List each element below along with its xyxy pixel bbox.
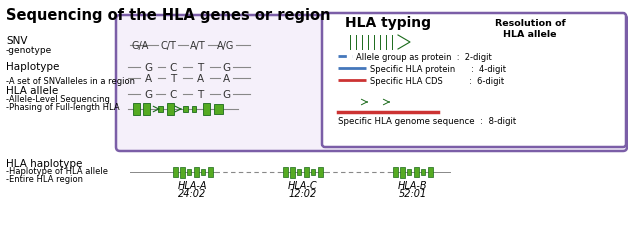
FancyBboxPatch shape [183,106,188,113]
FancyBboxPatch shape [297,169,301,176]
Text: 52:01: 52:01 [398,188,426,198]
Text: Haplotype: Haplotype [6,62,60,72]
FancyBboxPatch shape [303,167,308,177]
FancyBboxPatch shape [365,100,371,106]
Text: -Phasing of Full-length HLA: -Phasing of Full-length HLA [6,103,119,112]
Text: HLA typing: HLA typing [345,16,431,30]
Text: T: T [197,90,203,100]
Text: C: C [170,63,176,73]
FancyBboxPatch shape [143,104,149,115]
FancyBboxPatch shape [390,100,394,105]
FancyBboxPatch shape [214,105,222,115]
FancyBboxPatch shape [392,167,398,177]
FancyBboxPatch shape [166,104,173,115]
Text: SNV: SNV [6,36,28,46]
Text: -A set of SNValleles in a region: -A set of SNValleles in a region [6,76,135,85]
Text: -genotype: -genotype [6,45,52,54]
FancyBboxPatch shape [322,14,626,147]
Text: 24:02: 24:02 [178,188,207,198]
FancyBboxPatch shape [290,167,295,178]
FancyBboxPatch shape [202,104,210,115]
FancyBboxPatch shape [421,169,425,176]
FancyBboxPatch shape [311,169,315,176]
Text: Specific HLA genome sequence  :  8-digit: Specific HLA genome sequence : 8-digit [338,117,516,126]
FancyBboxPatch shape [336,38,345,48]
Text: A: A [222,74,230,84]
Text: Specific HLA CDS          :  6-digit: Specific HLA CDS : 6-digit [370,76,504,85]
Text: -Haplotype of HLA allele: -Haplotype of HLA allele [6,167,108,176]
Text: A: A [197,74,203,84]
Polygon shape [398,36,410,50]
FancyBboxPatch shape [318,168,323,177]
FancyBboxPatch shape [428,168,433,177]
Text: Resolution of
HLA allele: Resolution of HLA allele [495,19,565,39]
Text: G: G [144,90,152,100]
FancyBboxPatch shape [343,97,349,108]
FancyBboxPatch shape [283,167,288,177]
Text: 12:02: 12:02 [288,188,317,198]
FancyBboxPatch shape [413,167,418,177]
Text: T: T [170,74,176,84]
FancyBboxPatch shape [187,169,191,176]
Text: C/T: C/T [160,41,176,51]
Text: HLA-B: HLA-B [398,180,427,190]
Text: Specific HLA protein      :  4-digit: Specific HLA protein : 4-digit [370,64,506,73]
FancyBboxPatch shape [193,167,198,177]
FancyBboxPatch shape [342,33,399,52]
FancyBboxPatch shape [399,167,404,178]
Text: G/A: G/A [131,41,149,51]
Text: G: G [144,63,152,73]
FancyBboxPatch shape [407,169,411,176]
Text: G: G [222,90,230,100]
Text: A/T: A/T [190,41,206,51]
FancyBboxPatch shape [375,97,381,108]
FancyBboxPatch shape [192,107,196,112]
FancyBboxPatch shape [180,167,185,178]
FancyBboxPatch shape [201,169,205,176]
Text: A: A [144,74,151,84]
FancyBboxPatch shape [173,167,178,177]
Text: G: G [222,63,230,73]
Text: Sequencing of the HLA genes or region: Sequencing of the HLA genes or region [6,8,330,23]
FancyBboxPatch shape [352,97,358,108]
FancyBboxPatch shape [133,104,139,115]
Text: HLA allele: HLA allele [6,86,58,96]
FancyBboxPatch shape [116,16,627,151]
Text: HLA-A: HLA-A [178,180,207,190]
Text: T: T [197,63,203,73]
Text: HLA haplotype: HLA haplotype [6,158,82,168]
Text: -Allele-Level Sequencing: -Allele-Level Sequencing [6,95,110,104]
Text: C: C [170,90,176,100]
Text: HLA-C: HLA-C [288,180,317,190]
FancyBboxPatch shape [408,98,418,107]
Text: Allele group as protein  :  2-digit: Allele group as protein : 2-digit [356,52,492,61]
Text: -Entire HLA region: -Entire HLA region [6,175,83,184]
FancyBboxPatch shape [158,106,163,113]
Text: A/G: A/G [217,41,235,51]
FancyBboxPatch shape [398,100,402,105]
FancyBboxPatch shape [207,168,212,177]
